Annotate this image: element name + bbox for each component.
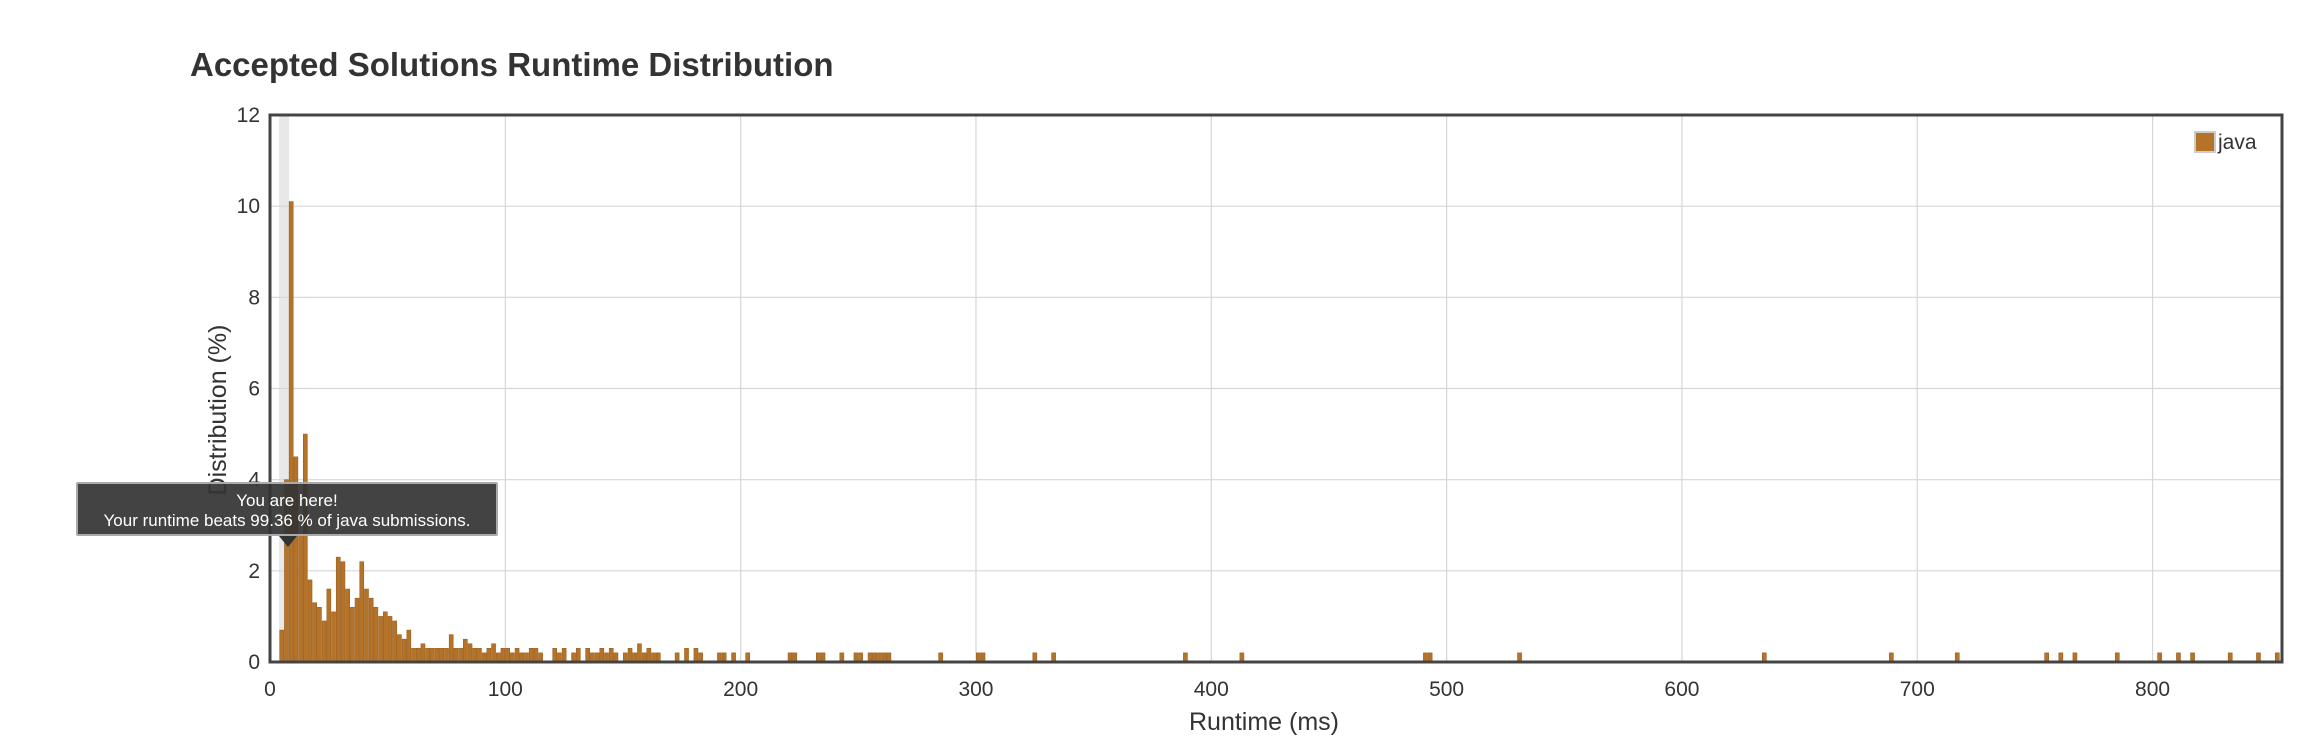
bar [302, 433, 308, 663]
bar [383, 611, 388, 663]
bar [288, 201, 294, 663]
y-tick-label: 0 [248, 651, 260, 674]
bar [528, 648, 534, 663]
bar [533, 648, 539, 663]
bar [463, 638, 468, 663]
bar [425, 648, 430, 663]
page-title: Accepted Solutions Runtime Distribution [190, 46, 834, 83]
bar [575, 648, 581, 663]
bar [599, 648, 605, 663]
y-tick-label: 8 [248, 286, 260, 309]
bar [693, 648, 699, 663]
y-tick-label: 6 [248, 378, 260, 401]
bar [406, 629, 412, 663]
bar [415, 648, 421, 663]
y-tick-label: 10 [237, 195, 260, 218]
y-tick-label: 2 [248, 560, 260, 583]
x-axis-title: Runtime (ms) [1189, 708, 1339, 736]
y-axis-title: Distribution (%) [204, 325, 232, 496]
bar [646, 648, 652, 663]
bar [448, 634, 454, 663]
tooltip-title: You are here! [236, 491, 338, 510]
x-tick-label: 800 [2135, 678, 2170, 701]
bar [500, 648, 506, 663]
bar [420, 643, 426, 663]
bar [434, 648, 440, 663]
bar [472, 648, 478, 663]
bar [392, 620, 398, 663]
bar [340, 561, 346, 663]
bar [453, 648, 459, 663]
bar [364, 588, 369, 663]
bar [312, 602, 318, 663]
y-tick-label: 12 [237, 104, 260, 127]
bar [354, 597, 360, 663]
plot-frame [268, 113, 2284, 664]
bar [397, 634, 402, 663]
bar [491, 643, 496, 663]
x-tick-label: 500 [1429, 678, 1464, 701]
x-tick-label: 400 [1194, 678, 1229, 701]
bar [684, 648, 689, 663]
bar [486, 648, 492, 663]
bar [279, 629, 285, 663]
x-tick-label: 300 [958, 678, 993, 701]
bar [444, 648, 449, 663]
legend[interactable]: java [2194, 131, 2257, 154]
bar [321, 620, 327, 663]
bar [317, 606, 322, 663]
bar [345, 588, 350, 663]
bar [477, 648, 482, 663]
bar [627, 648, 633, 663]
bar [401, 638, 407, 663]
legend-swatch-java [2194, 131, 2216, 153]
bar [505, 648, 510, 663]
bar [373, 606, 379, 663]
bar [378, 616, 383, 663]
bar [368, 597, 374, 663]
tooltip-body: Your runtime beats 99.36 % of java submi… [103, 511, 471, 530]
bar [467, 643, 473, 663]
bar [298, 534, 303, 663]
x-tick-label: 600 [1664, 678, 1699, 701]
bar [307, 579, 313, 663]
bar [439, 648, 445, 663]
bar [608, 648, 614, 663]
x-tick-label: 100 [488, 678, 523, 701]
x-tick-label: 200 [723, 678, 758, 701]
bar [514, 648, 520, 663]
bar [458, 648, 463, 663]
legend-label-java: java [2217, 131, 2257, 154]
bar [552, 648, 558, 663]
bar [326, 588, 332, 663]
bar [350, 606, 355, 663]
bar [359, 561, 365, 663]
tooltip-arrow [279, 536, 297, 547]
bar [335, 556, 341, 663]
bar [585, 648, 590, 663]
bar [387, 616, 393, 663]
bar [331, 611, 336, 663]
bar [430, 648, 435, 663]
x-tick-label: 0 [264, 678, 276, 701]
x-tick-label: 700 [1900, 678, 1935, 701]
bar [411, 648, 416, 663]
bar [561, 648, 567, 663]
runtime-tooltip: You are here! Your runtime beats 99.36 %… [76, 482, 498, 536]
bar [637, 643, 642, 663]
